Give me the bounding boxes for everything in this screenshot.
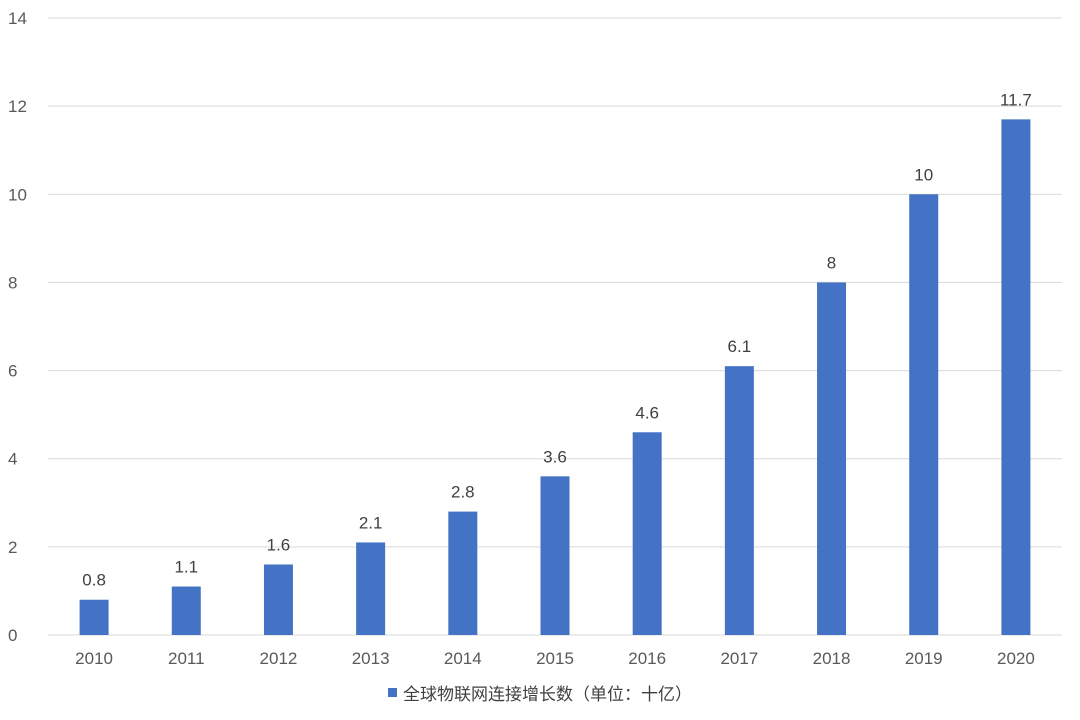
x-tick-label: 2011	[168, 649, 205, 668]
data-label: 3.6	[543, 447, 567, 466]
data-label: 10	[914, 165, 933, 184]
x-tick-label: 2019	[905, 649, 943, 668]
bar	[79, 599, 109, 635]
data-label: 1.1	[174, 558, 198, 577]
x-tick-label: 2018	[813, 649, 851, 668]
bar	[448, 511, 478, 635]
y-tick-label: 0	[8, 626, 17, 645]
bar	[724, 366, 754, 635]
y-tick-label: 10	[8, 185, 27, 204]
legend-swatch	[388, 688, 397, 697]
bar	[171, 586, 201, 635]
data-label: 4.6	[635, 403, 659, 422]
y-tick-label: 12	[8, 97, 27, 116]
bar	[1001, 119, 1031, 636]
data-label: 2.1	[359, 513, 383, 532]
data-label: 6.1	[728, 337, 752, 356]
bar	[540, 476, 570, 635]
y-tick-label: 2	[8, 538, 17, 557]
y-tick-label: 4	[8, 450, 17, 469]
x-tick-label: 2020	[997, 649, 1035, 668]
legend-label: 全球物联网连接增长数（单位：十亿）	[403, 685, 692, 705]
x-tick-label: 2017	[720, 649, 758, 668]
bar	[263, 564, 293, 635]
bar	[356, 542, 386, 635]
bar	[909, 194, 939, 636]
bar	[632, 432, 662, 635]
data-label: 8	[827, 253, 836, 272]
y-tick-label: 14	[8, 9, 27, 28]
y-tick-label: 8	[8, 273, 17, 292]
bar	[817, 282, 847, 635]
y-tick-label: 6	[8, 362, 17, 381]
data-label: 0.8	[82, 571, 106, 590]
data-label: 2.8	[451, 483, 475, 502]
x-tick-label: 2014	[444, 649, 482, 668]
x-tick-label: 2015	[536, 649, 574, 668]
legend: 全球物联网连接增长数（单位：十亿）	[0, 680, 1080, 705]
x-tick-label: 2012	[260, 649, 298, 668]
x-tick-label: 2016	[628, 649, 666, 668]
data-label: 1.6	[267, 535, 291, 554]
x-tick-label: 2010	[75, 649, 113, 668]
x-tick-label: 2013	[352, 649, 390, 668]
data-label: 11.7	[1000, 90, 1032, 109]
